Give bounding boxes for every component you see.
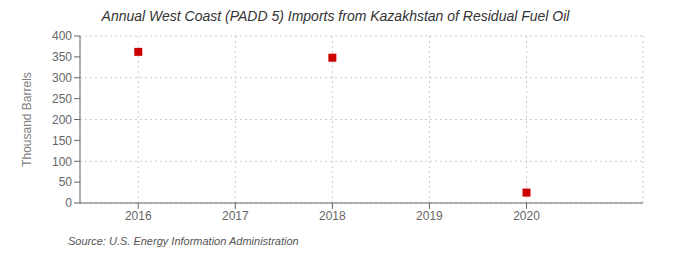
svg-text:200: 200 — [52, 113, 72, 127]
html-text:Annual West Coast (PADD 5) Imp: Annual West Coast (PADD 5) Imports from … — [101, 8, 570, 24]
svg-text:2017: 2017 — [222, 209, 249, 223]
svg-text:2019: 2019 — [416, 209, 443, 223]
svg-text:2016: 2016 — [125, 209, 152, 223]
html-text:Source: U.S. Energy Informatio: Source: U.S. Energy Information Administ… — [68, 235, 299, 247]
svg-text:2018: 2018 — [319, 209, 346, 223]
svg-text:0: 0 — [65, 196, 72, 210]
svg-text:300: 300 — [52, 71, 72, 85]
svg-text:250: 250 — [52, 92, 72, 106]
svg-text:150: 150 — [52, 134, 72, 148]
svg-text:2020: 2020 — [513, 209, 540, 223]
svg-text:350: 350 — [52, 50, 72, 64]
svg-text:Thousand Barrels: Thousand Barrels — [20, 72, 34, 167]
svg-text:50: 50 — [59, 175, 73, 189]
svg-text:400: 400 — [52, 29, 72, 43]
svg-text:100: 100 — [52, 155, 72, 169]
